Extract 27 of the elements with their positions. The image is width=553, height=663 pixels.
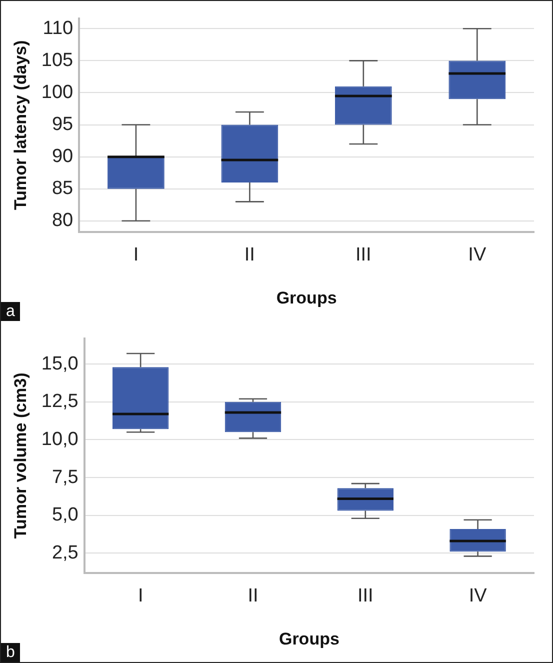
- x-tick-label: III: [357, 585, 374, 606]
- y-tick-label: 95: [52, 114, 74, 136]
- y-tick-label: 5,0: [52, 504, 78, 526]
- text: a: [1, 302, 20, 321]
- x-tick-label: III: [355, 244, 372, 266]
- x-tick-label: IV: [468, 244, 486, 266]
- x-tick-label: IV: [468, 585, 488, 606]
- x-tick-label: II: [244, 244, 255, 266]
- x-tick-label: I: [133, 244, 139, 266]
- y-tick-label: 105: [41, 50, 74, 71]
- x-tick-label: I: [138, 585, 144, 606]
- y-tick-label: 85: [52, 178, 74, 200]
- y-tick-label: 2,5: [52, 542, 78, 564]
- x-axis-title: Groups: [278, 629, 340, 648]
- y-tick-label: 7,5: [52, 466, 78, 488]
- y-tick-label: 12,5: [41, 391, 78, 412]
- y-tick-label: 10,0: [41, 428, 78, 450]
- y-axis-title: Tumor latency (days): [10, 40, 30, 210]
- y-tick-label: 15,0: [41, 353, 78, 374]
- y-tick-label: 110: [42, 18, 74, 39]
- x-axis-title: Groups: [276, 288, 337, 308]
- y-tick-label: 80: [52, 210, 74, 232]
- x-tick-label: II: [248, 585, 258, 606]
- y-tick-label: 100: [41, 82, 74, 103]
- y-tick-label: 90: [52, 146, 74, 168]
- text: b: [1, 643, 20, 662]
- y-axis-title: Tumor volume (cm3): [10, 372, 30, 539]
